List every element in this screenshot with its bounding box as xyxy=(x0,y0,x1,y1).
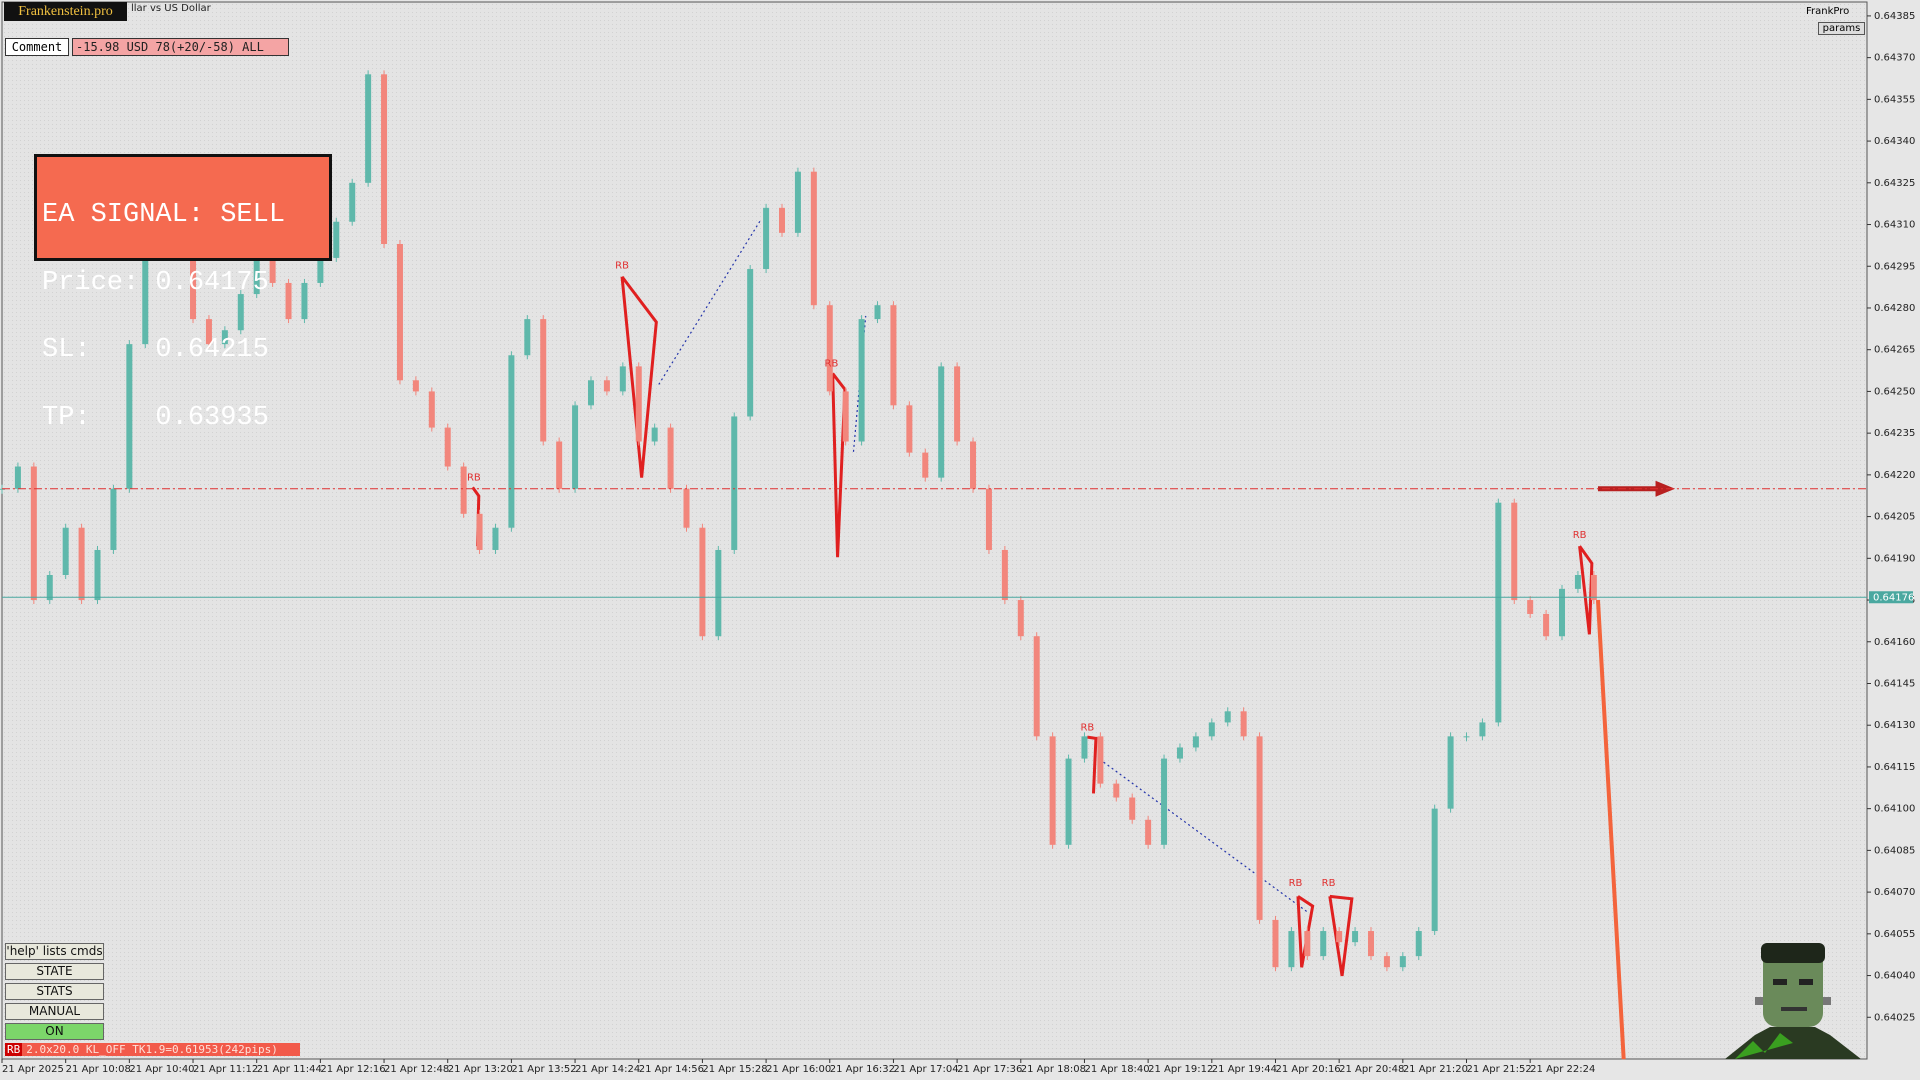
signal-line: EA SIGNAL: SELL xyxy=(42,200,286,230)
y-tick-label: 0.64145 xyxy=(1874,678,1915,689)
y-tick-label: 0.64220 xyxy=(1874,470,1915,481)
rb-pattern xyxy=(1328,894,1354,977)
y-tick-label: 0.64370 xyxy=(1874,53,1915,64)
y-tick-label: 0.64280 xyxy=(1874,303,1915,314)
rb-label: RB xyxy=(467,473,481,484)
signal-box: EA SIGNAL: SELL Price: 0.64175 SL: 0.642… xyxy=(34,154,332,431)
x-tick-label: 21 Apr 18:08 xyxy=(1021,1064,1086,1075)
rb-label: RB xyxy=(1080,722,1094,733)
x-tick-label: 21 Apr 19:12 xyxy=(1148,1064,1213,1075)
current-price-box xyxy=(1869,591,1913,604)
rb-pattern xyxy=(1578,545,1594,635)
x-tick-label: 21 Apr 12:16 xyxy=(320,1064,385,1075)
mascot xyxy=(1725,943,1861,1059)
signal-line: SL: 0.64215 xyxy=(42,335,269,365)
stats-button[interactable]: STATS xyxy=(5,983,104,1000)
x-tick-label: 21 Apr 22:24 xyxy=(1530,1064,1595,1075)
status-bar: RB 2.0x20.0 KL_OFF TK1.9=0.61953(242pips) xyxy=(5,1043,300,1056)
y-tick-label: 0.64325 xyxy=(1874,178,1915,189)
y-tick-label: 0.64130 xyxy=(1874,720,1915,731)
y-tick-label: 0.64115 xyxy=(1874,762,1915,773)
x-tick-label: 21 Apr 11:44 xyxy=(257,1064,322,1075)
y-tick-label: 0.64310 xyxy=(1874,220,1915,231)
on-button[interactable]: ON xyxy=(5,1023,104,1040)
x-tick-label: 21 Apr 14:24 xyxy=(575,1064,640,1075)
x-tick-label: 21 Apr 13:52 xyxy=(511,1064,576,1075)
rb-pattern xyxy=(831,372,847,558)
status-tag: RB xyxy=(5,1043,23,1056)
y-tick-label: 0.64250 xyxy=(1874,386,1915,397)
signal-line: TP: 0.63935 xyxy=(42,402,269,433)
y-tick-label: 0.64025 xyxy=(1874,1012,1915,1023)
signal-line: Price: 0.64175 xyxy=(42,267,269,298)
x-tick-label: 21 Apr 14:56 xyxy=(639,1064,704,1075)
symbol-title: llar vs US Dollar xyxy=(131,3,211,14)
x-tick-label: 21 Apr 12:48 xyxy=(384,1064,449,1075)
x-tick-label: 21 Apr 18:40 xyxy=(1084,1064,1149,1075)
x-tick-label: 21 Apr 11:12 xyxy=(193,1064,258,1075)
y-tick-label: 0.64340 xyxy=(1874,136,1915,147)
x-tick-label: 21 Apr 21:20 xyxy=(1403,1064,1468,1075)
y-tick-label: 0.64190 xyxy=(1874,553,1915,564)
y-tick-label: 0.64205 xyxy=(1874,512,1915,523)
current-price-label: 0.64176 xyxy=(1873,592,1914,603)
rb-label: RB xyxy=(1573,530,1587,541)
rb-label: RB xyxy=(825,359,839,370)
rb-label: RB xyxy=(1289,878,1303,889)
x-tick-label: 21 Apr 21:52 xyxy=(1467,1064,1532,1075)
y-tick-label: 0.64055 xyxy=(1874,929,1915,940)
x-tick-label: 21 Apr 16:32 xyxy=(830,1064,895,1075)
x-tick-label: 21 Apr 17:04 xyxy=(893,1064,958,1075)
rb-pattern xyxy=(1087,735,1098,794)
x-tick-label: 21 Apr 13:20 xyxy=(448,1064,513,1075)
x-tick-label: 21 Apr 15:28 xyxy=(702,1064,767,1075)
y-tick-label: 0.64265 xyxy=(1874,345,1915,356)
y-tick-label: 0.64085 xyxy=(1874,845,1915,856)
y-tick-label: 0.64100 xyxy=(1874,804,1915,815)
y-tick-label: 0.64355 xyxy=(1874,94,1915,105)
x-tick-label: 21 Apr 2025 xyxy=(2,1064,64,1075)
trade-link xyxy=(658,220,761,385)
x-tick-label: 21 Apr 20:48 xyxy=(1339,1064,1404,1075)
x-tick-label: 21 Apr 19:44 xyxy=(1212,1064,1277,1075)
y-tick-label: 0.64295 xyxy=(1874,261,1915,272)
rb-label: RB xyxy=(1322,878,1336,889)
y-tick-label: 0.64235 xyxy=(1874,428,1915,439)
x-tick-label: 21 Apr 20:16 xyxy=(1275,1064,1340,1075)
help-button[interactable]: 'help' lists cmds xyxy=(5,943,104,960)
y-tick-label: 0.64070 xyxy=(1874,887,1915,898)
params-button[interactable]: params xyxy=(1818,22,1865,35)
logo: Frankenstein.pro xyxy=(4,2,127,21)
x-tick-label: 21 Apr 10:08 xyxy=(66,1064,131,1075)
rb-label: RB xyxy=(615,261,629,272)
trade-link xyxy=(1099,758,1309,913)
status-text: 2.0x20.0 KL_OFF TK1.9=0.61953(242pips) xyxy=(26,1043,278,1056)
comment-label: Comment xyxy=(5,38,69,56)
plot-border xyxy=(1,1,1868,1060)
x-tick-label: 21 Apr 10:40 xyxy=(129,1064,194,1075)
x-tick-label: 21 Apr 17:36 xyxy=(957,1064,1022,1075)
tp-projection xyxy=(1595,599,1626,1060)
x-tick-label: 21 Apr 16:00 xyxy=(766,1064,831,1075)
sell-arrow-head xyxy=(1655,480,1676,497)
y-tick-label: 0.64385 xyxy=(1874,11,1915,22)
y-tick-label: 0.64160 xyxy=(1874,637,1915,648)
manual-button[interactable]: MANUAL xyxy=(5,1003,104,1020)
marks: 0.64025 0.64040 0.64055 0.64070 0.64085 0.641… xyxy=(0,11,1915,1075)
rb-pattern xyxy=(620,275,658,478)
brand: FrankPro xyxy=(1806,6,1850,17)
state-button[interactable]: STATE xyxy=(5,963,104,980)
comment-text: -15.98 USD 78(+20/-58) ALL xyxy=(72,38,289,56)
y-tick-label: 0.64040 xyxy=(1874,971,1915,982)
